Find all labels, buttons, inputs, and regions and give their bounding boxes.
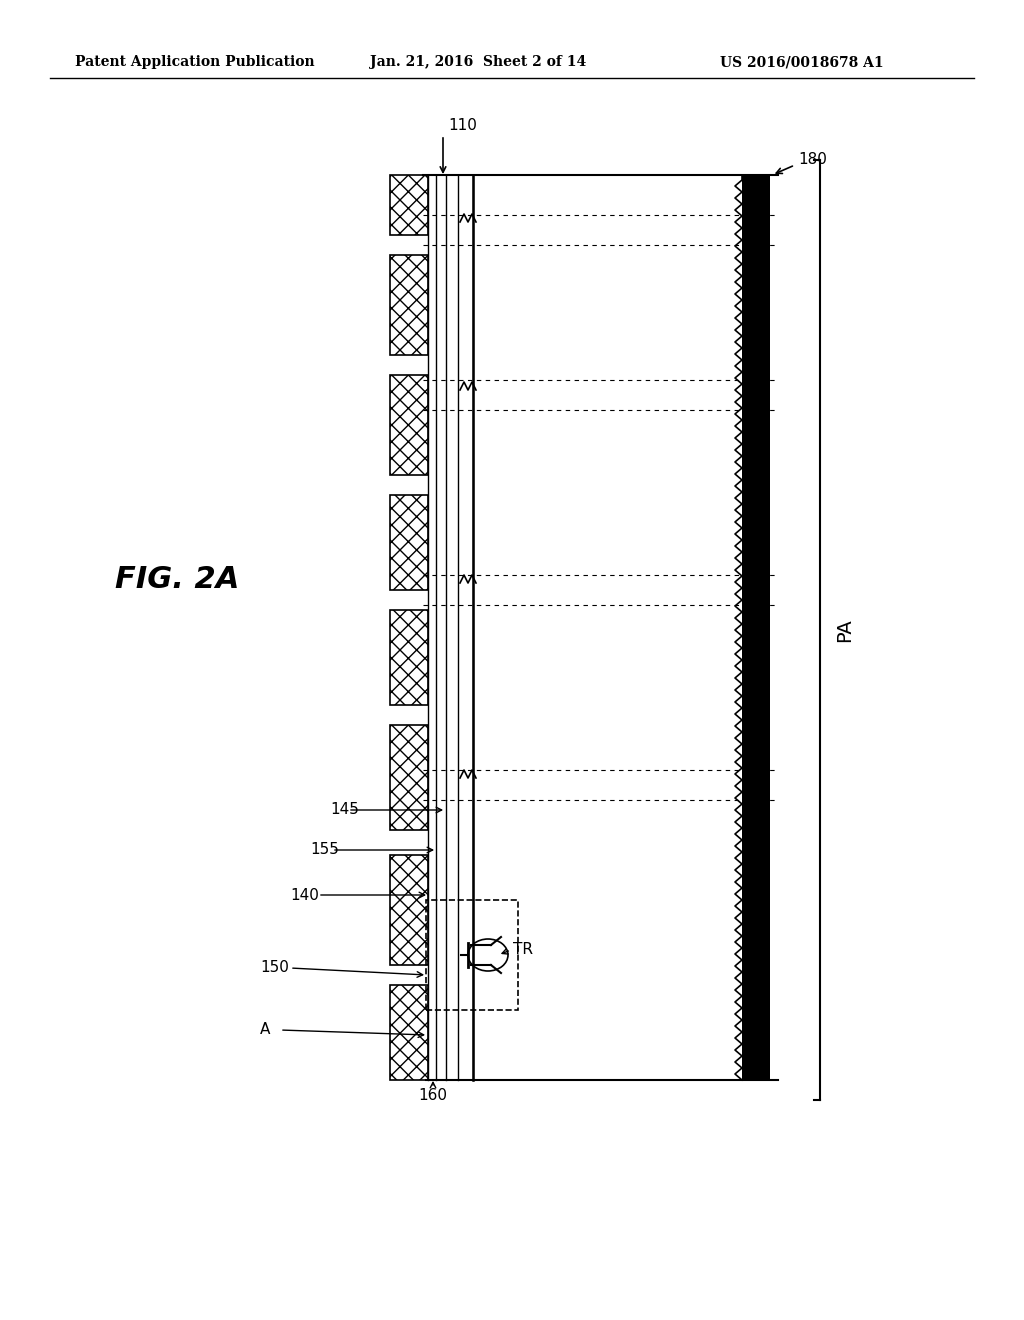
Text: Jan. 21, 2016  Sheet 2 of 14: Jan. 21, 2016 Sheet 2 of 14 (370, 55, 587, 69)
Text: PA: PA (835, 618, 854, 642)
Bar (390, 495, 428, 590)
Text: 110: 110 (449, 117, 477, 132)
Bar (390, 375, 428, 475)
Bar (742, 176, 770, 1080)
Bar (390, 855, 428, 965)
Text: 140: 140 (290, 887, 318, 903)
Text: 180: 180 (798, 153, 826, 168)
Bar (390, 255, 428, 355)
Bar (426, 900, 518, 1010)
Text: US 2016/0018678 A1: US 2016/0018678 A1 (720, 55, 884, 69)
Text: A: A (260, 1023, 270, 1038)
Text: TR: TR (513, 942, 534, 957)
Text: 160: 160 (418, 1088, 447, 1102)
Bar (390, 610, 428, 705)
Text: Patent Application Publication: Patent Application Publication (75, 55, 314, 69)
Text: 150: 150 (260, 961, 289, 975)
Bar (390, 985, 428, 1080)
Text: 145: 145 (330, 803, 358, 817)
Text: 155: 155 (310, 842, 339, 858)
Bar (390, 176, 428, 235)
Bar (390, 725, 428, 830)
Text: FIG. 2A: FIG. 2A (115, 565, 240, 594)
